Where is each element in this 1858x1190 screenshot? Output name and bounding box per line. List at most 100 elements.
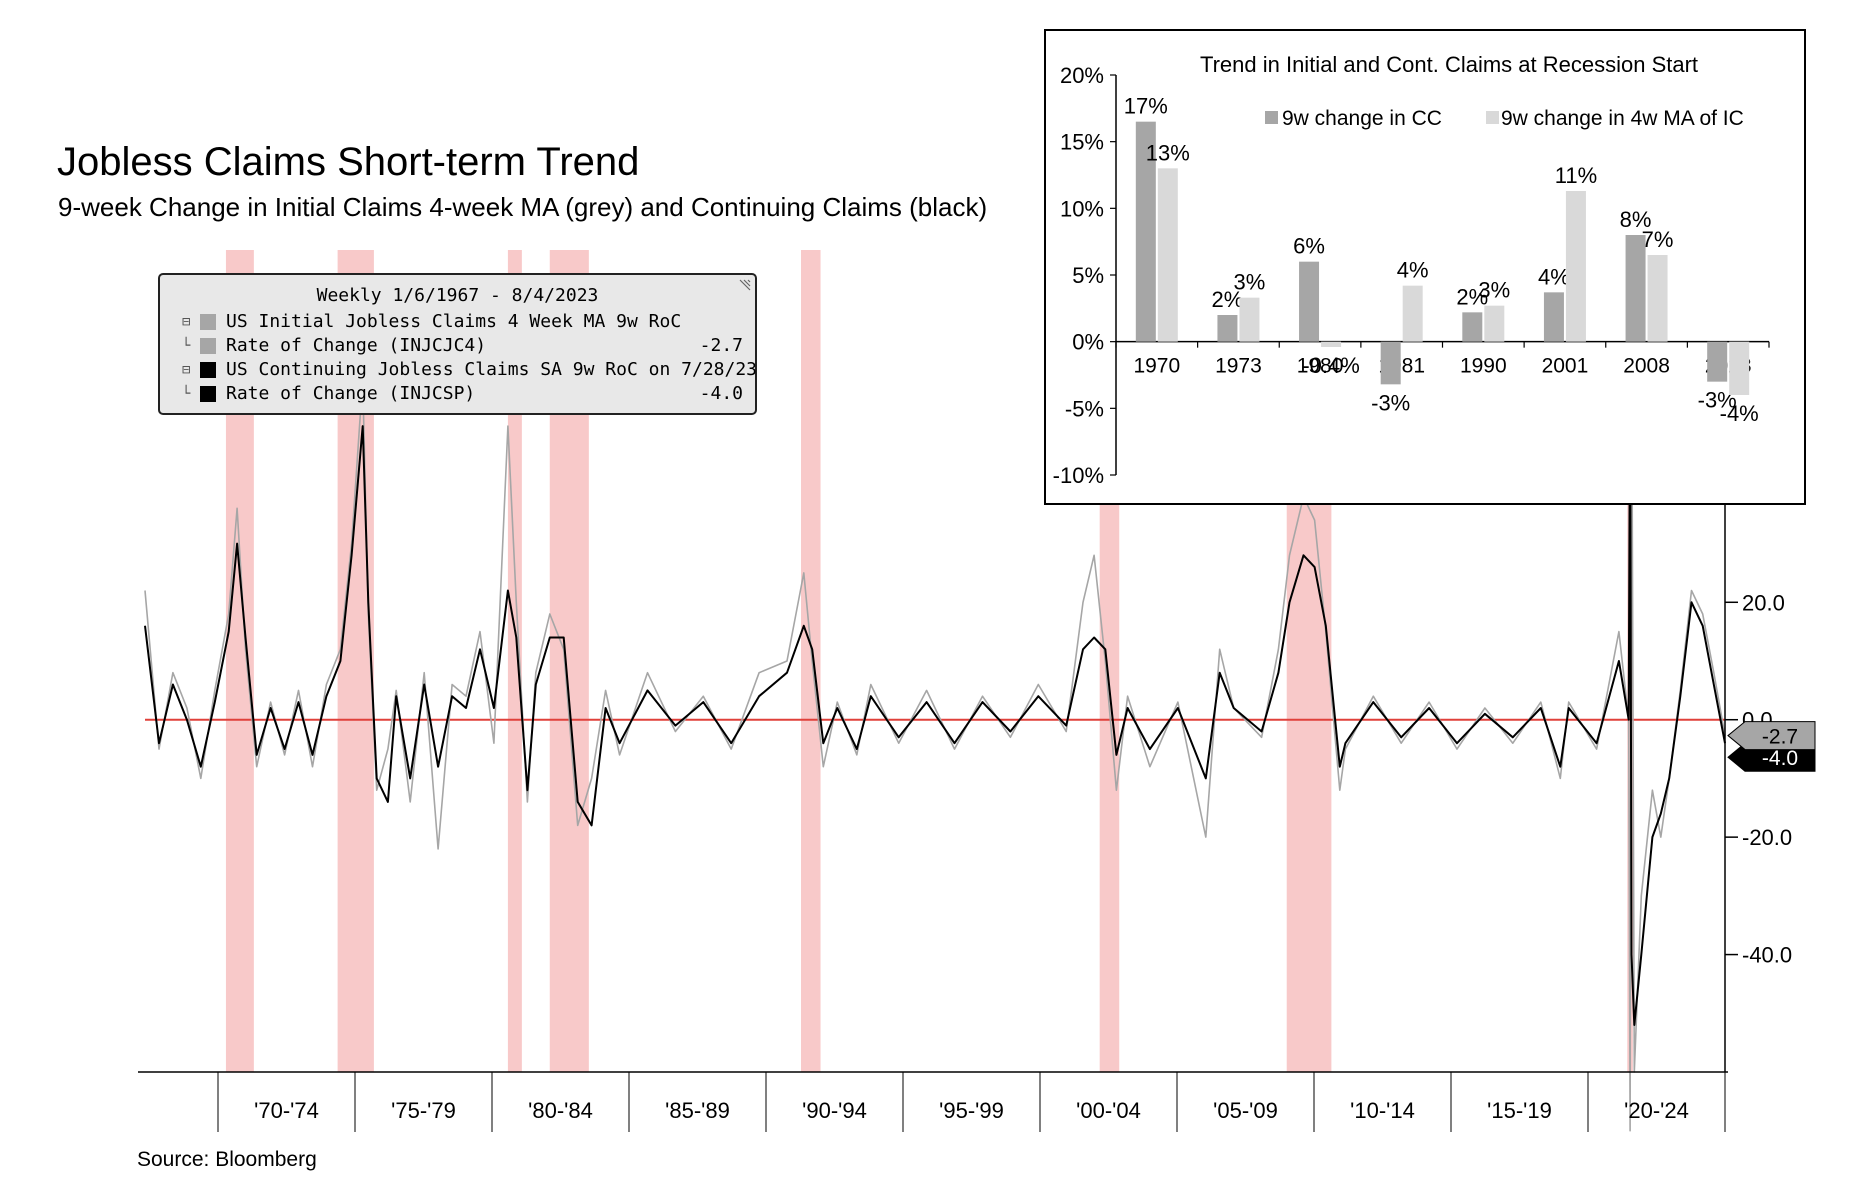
inset-bar-label: 17% [1124,94,1168,119]
legend-ticker-continuing-claims: Rate of Change (INJCSP) [226,383,476,404]
collapse-tree-icon[interactable]: ⊟ [182,314,191,330]
inset-x-tick-label: 2008 [1623,355,1670,378]
x-tick-label: '05-'09 [1213,1098,1278,1123]
inset-bar [1647,255,1668,342]
y-tick-label: -40.0 [1742,943,1792,968]
inset-legend-label-ic: 9w change in 4w MA of IC [1501,107,1744,130]
last-value-label: -4.0 [1762,747,1798,770]
inset-bar [1707,341,1728,382]
inset-x-tick-label: 1980 [1297,355,1344,378]
inset-bar-chart: Trend in Initial and Cont. Claims at Rec… [1053,52,1770,488]
inset-bar-label: -4% [1720,401,1759,426]
inset-x-tick-label: 1970 [1133,355,1180,378]
x-tick-label: '00-'04 [1076,1098,1141,1123]
inset-bar-label: 7% [1642,227,1674,252]
inset-bar-label: 2% [1212,287,1244,312]
legend-swatch-continuing-claims-roc [200,386,216,402]
inset-bar [1217,315,1238,342]
inset-bars: 17%13%2%3%6%-0.4%-3%4%2%3%4%11%8%7%-3%-4… [1124,94,1759,426]
x-tick-label: '20-'24 [1624,1098,1689,1123]
last-value-label: -2.7 [1762,726,1798,749]
inset-legend-swatch-cc [1265,111,1278,124]
x-tick-label: '85-'89 [665,1098,730,1123]
x-tick-label: '90-'94 [802,1098,867,1123]
inset-bar [1402,285,1423,342]
inset-bar-label: 3% [1478,278,1510,303]
x-axis: '70-'74 '75-'79 '80-'84 '85-'89 '90-'94 '95-'… [138,1071,1728,1132]
inset-bar [1239,297,1260,342]
inset-legend-label-cc: 9w change in CC [1282,107,1442,130]
inset-legend-swatch-ic [1486,111,1499,124]
legend-subitem-continuing-claims: └ Rate of Change (INJCSP) -4.0 [170,383,745,405]
legend-swatch-initial-claims [200,314,216,330]
tree-branch-icon: └ [182,338,191,354]
x-tick-label: '75-'79 [391,1098,456,1123]
resize-grip-icon[interactable] [739,279,751,291]
legend-item-continuing-claims: ⊟ US Continuing Jobless Claims SA 9w RoC… [170,359,757,381]
y-tick-label: -20.0 [1742,825,1792,850]
x-tick-label: '15-'19 [1487,1098,1552,1123]
inset-x-tick-label: 1990 [1460,355,1507,378]
legend-label-initial-claims: US Initial Jobless Claims 4 Week MA 9w R… [226,311,682,332]
legend-swatch-continuing-claims [200,362,216,378]
inset-y-tick-label: 5% [1072,263,1104,288]
inset-bar [1729,341,1750,395]
legend-date-range: Weekly 1/6/1967 - 8/4/2023 [316,285,599,306]
inset-bar [1321,341,1342,347]
inset-y-tick-label: 0% [1072,330,1104,355]
inset-bar [1157,168,1178,342]
recession-band-4 [801,250,821,1072]
series-line-continuing-claims [144,366,1726,1026]
last-value-tags: -4.0-2.7 [1727,721,1816,772]
inset-bar-chart-panel: Trend in Initial and Cont. Claims at Rec… [1044,29,1806,505]
inset-bar-label: 13% [1146,140,1190,165]
legend-value-initial-claims: -2.7 [699,335,743,356]
x-tick-label: '80-'84 [528,1098,593,1123]
inset-bar [1462,312,1483,342]
inset-bar-label: -0.4% [1302,353,1359,378]
inset-bar-label: 6% [1293,234,1325,259]
x-tick-label: '95-'99 [939,1098,1004,1123]
inset-x-tick-label: 1973 [1215,355,1262,378]
y-tick-label: 20.0 [1742,590,1785,615]
inset-y-tick-label: -5% [1065,396,1104,421]
inset-bar [1299,261,1320,342]
recession-band-2 [507,250,522,1072]
line-series [144,307,1726,1132]
series-legend: Weekly 1/6/1967 - 8/4/2023 ⊟ US Initial … [158,273,757,415]
legend-subitem-initial-claims: └ Rate of Change (INJCJC4) -2.7 [170,335,745,357]
inset-bar-label: 4% [1538,264,1570,289]
inset-bar-label: 11% [1555,163,1597,188]
inset-bar [1543,292,1564,342]
inset-y-tick-label: -10% [1053,463,1104,488]
legend-item-initial-claims: ⊟ US Initial Jobless Claims 4 Week MA 9w… [170,311,745,333]
inset-bar-label: 4% [1397,258,1429,283]
inset-chart-title: Trend in Initial and Cont. Claims at Rec… [1200,52,1698,77]
inset-bar [1380,341,1401,385]
inset-legend: 9w change in CC 9w change in 4w MA of IC [1265,107,1744,130]
y-axis: 20.00.0-20.0-40.0 [1724,500,1792,1072]
legend-value-continuing-claims: -4.0 [699,383,743,404]
chart-title: Jobless Claims Short-term Trend [57,140,640,184]
x-tick-label: '70-'74 [254,1098,319,1123]
inset-bar [1484,305,1505,342]
legend-swatch-initial-claims-roc [200,338,216,354]
inset-y-tick-label: 10% [1060,196,1104,221]
inset-bar-label: 2% [1456,284,1488,309]
collapse-tree-icon[interactable]: ⊟ [182,362,191,378]
inset-y-tick-label: 15% [1060,130,1104,155]
inset-bar-label: 8% [1620,207,1652,232]
legend-label-continuing-claims: US Continuing Jobless Claims SA 9w RoC o… [226,359,758,380]
inset-bar [1625,235,1646,342]
source-note: Source: Bloomberg [137,1148,317,1171]
inset-bar-label: 3% [1234,270,1266,295]
inset-x-tick-label: 2001 [1542,355,1589,378]
tree-branch-icon: └ [182,386,191,402]
x-tick-label: '10-'14 [1350,1098,1415,1123]
last-value-tag: -2.7 [1727,721,1816,751]
chart-subtitle: 9-week Change in Initial Claims 4-week M… [58,192,988,222]
inset-bar [1565,191,1586,342]
inset-bar-label: -3% [1371,390,1410,415]
inset-y-tick-label: 20% [1060,63,1104,88]
inset-bar [1135,121,1156,342]
